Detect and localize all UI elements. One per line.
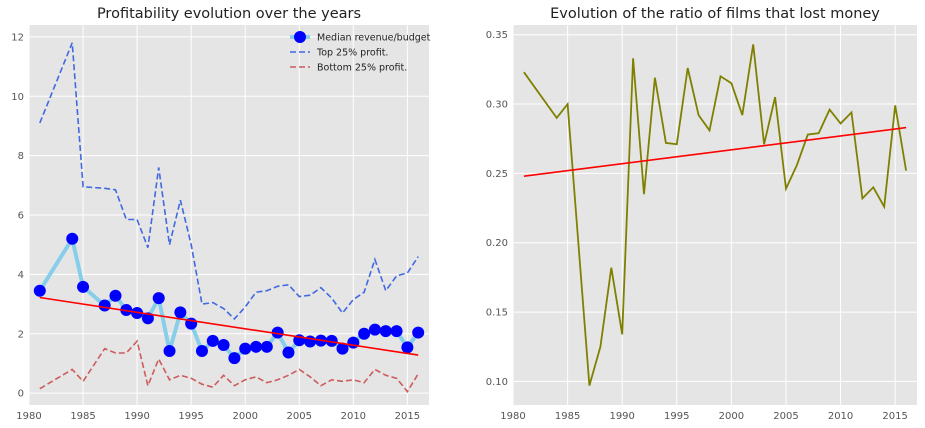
x-tick-label: 2000 [232,411,257,422]
median-point [239,342,252,355]
median-point [282,346,295,359]
legend-label-bottom: Bottom 25% profit. [317,63,407,74]
median-point [250,340,263,353]
median-point [260,340,273,353]
x-tick-label: 1985 [555,411,580,422]
median-point [77,280,90,293]
median-point [174,306,187,319]
x-tick-label: 1980 [16,411,41,422]
median-point [141,312,154,325]
chart-title: Evolution of the ratio of films that los… [550,6,880,22]
y-tick-label: 10 [11,92,24,103]
median-point [336,342,349,355]
y-tick-label: 8 [18,151,24,162]
median-point [33,284,46,297]
x-tick-label: 2010 [828,411,853,422]
x-tick-label: 1985 [70,411,95,422]
y-tick-label: 0.15 [486,308,508,319]
median-point [152,292,165,305]
x-tick-label: 1995 [664,411,689,422]
y-tick-label: 0.10 [486,377,508,388]
median-point [347,336,360,349]
legend-label-median: Median revenue/budget [317,33,431,44]
median-point [217,339,230,352]
y-tick-label: 0.20 [486,238,508,249]
y-tick-label: 6 [18,211,24,222]
profitability-chart: 1980 1985 1990 1995 2000 2005 2010 2015 0 2 4 6 8 10 1… [11,6,430,422]
trend-line [39,296,419,356]
x-tick-label: 2015 [395,411,420,422]
legend-swatch-median-marker [294,31,306,43]
median-point [379,325,392,338]
y-tick-label: 0.35 [486,30,508,41]
x-tick-label: 2005 [773,411,798,422]
x-tick-label: 2000 [719,411,744,422]
legend-label-top: Top 25% profit. [316,48,388,59]
median-point [271,326,284,339]
series-bottom-line [39,339,419,393]
x-tick-label: 1990 [609,411,634,422]
median-point [390,325,403,338]
x-tick-label: 2005 [287,411,312,422]
series-ratio-line [523,44,907,386]
median-point [98,299,111,312]
median-point [163,344,176,357]
y-tick-label: 0 [18,389,24,400]
series-top-line [39,42,419,321]
median-point [66,232,79,245]
median-point [401,341,414,354]
median-point [109,289,122,302]
median-point [195,344,208,357]
x-tick-label: 1990 [124,411,149,422]
chart-title: Profitability evolution over the years [97,6,361,22]
legend: Median revenue/budget Top 25% profit. Bo… [290,31,431,74]
median-point [368,323,381,336]
y-tick-label: 2 [18,329,24,340]
median-point [228,352,241,365]
median-point [325,334,338,347]
median-point [206,334,219,347]
y-tick-label: 12 [11,32,24,43]
y-tick-label: 0.30 [486,100,508,111]
x-tick-label: 1980 [500,411,525,422]
plot-area [513,25,917,405]
loss-ratio-chart: 1980 1985 1990 1995 2000 2005 2010 2015 0.10 0.15… [486,6,917,422]
y-tick-label: 0.25 [486,169,508,180]
median-point [412,326,425,339]
y-tick-label: 4 [18,270,24,281]
trend-line [523,126,907,177]
median-point [358,327,371,340]
x-tick-label: 2015 [882,411,907,422]
x-tick-label: 1995 [178,411,203,422]
x-tick-label: 2010 [341,411,366,422]
